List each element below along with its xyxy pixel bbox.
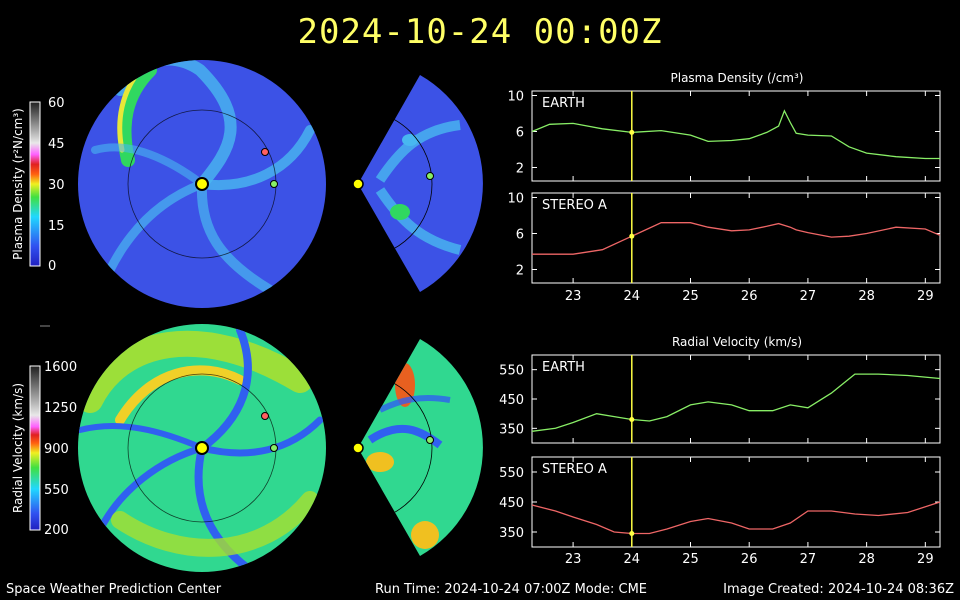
x-tick-label: 27	[800, 289, 817, 304]
y-tick-label: 6	[516, 228, 524, 243]
velocity-colorbar-label: Radial Velocity (km/s)	[11, 383, 25, 513]
y-tick-label: 6	[516, 126, 524, 141]
velocity-chart-title: Radial Velocity (km/s)	[672, 335, 802, 349]
density-colorbar-label: Plasma Density (r²N/cm³)	[11, 108, 25, 260]
y-tick-label: 350	[499, 422, 524, 437]
panel-frame	[531, 354, 941, 444]
y-tick-label: 2	[516, 264, 524, 279]
current-value-marker	[629, 531, 635, 536]
density-meridional-map	[352, 75, 483, 292]
velocity-stereo-panel: STEREO A 350 450 550	[499, 456, 941, 548]
series-line	[532, 222, 941, 255]
density-tick-60: 60	[48, 96, 65, 111]
velocity-tick-900: 900	[44, 442, 69, 457]
velocity-meridional-map	[352, 339, 483, 556]
panel-name: STEREO A	[542, 198, 607, 213]
x-tick-label: 23	[565, 552, 582, 567]
x-tick-label: 28	[858, 552, 875, 567]
timestamp-title: 2024-10-24 00:00Z	[297, 12, 663, 52]
series-line	[531, 109, 940, 160]
current-value-marker	[629, 129, 635, 135]
density-stereo-panel: STEREO A 2 6 10	[507, 192, 941, 284]
density-ecliptic-map	[78, 60, 326, 308]
panel-frame	[531, 192, 941, 284]
x-tick-label: 25	[682, 289, 699, 304]
density-x-axis: 23 24 25 26 27 28 29	[565, 289, 934, 304]
footer-run-time: Run Time: 2024-10-24 07:00Z Mode: CME	[375, 582, 648, 597]
panel-name: EARTH	[542, 96, 585, 111]
panel-name: STEREO A	[542, 462, 607, 477]
y-tick-label: 550	[499, 466, 524, 481]
footer-image-created: Image Created: 2024-10-24 08:36Z	[723, 582, 954, 597]
footer-org: Space Weather Prediction Center	[6, 582, 222, 597]
density-tick-15: 15	[48, 219, 65, 234]
y-tick-label: 550	[499, 364, 524, 379]
density-chart-title: Plasma Density (/cm³)	[671, 71, 804, 85]
velocity-x-axis: 23 24 25 26 27 28 29	[565, 552, 934, 567]
series-line	[531, 501, 941, 535]
x-tick-label: 26	[741, 289, 758, 304]
velocity-earth-panel: EARTH 350 450 550	[499, 354, 941, 444]
density-tick-0: 0	[48, 259, 56, 274]
x-tick-label: 28	[858, 289, 875, 304]
x-tick-label: 25	[682, 552, 699, 567]
x-tick-label: 26	[741, 552, 758, 567]
panel-name: EARTH	[542, 360, 585, 375]
density-tick-45: 45	[48, 137, 65, 152]
velocity-tick-1600: 1600	[44, 360, 77, 375]
y-tick-label: 450	[499, 496, 524, 511]
current-value-marker	[629, 417, 635, 423]
velocity-colorbar: Radial Velocity (km/s) 1600 1250 900 550…	[11, 360, 77, 538]
panel-frame	[531, 90, 941, 182]
series-line	[531, 373, 941, 432]
x-tick-label: 24	[624, 552, 641, 567]
y-tick-label: 450	[499, 393, 524, 408]
density-earth-panel: EARTH 2 6 10	[507, 90, 941, 182]
velocity-tick-1250: 1250	[44, 401, 77, 416]
x-tick-label: 23	[565, 289, 582, 304]
velocity-tick-550: 550	[44, 483, 69, 498]
x-tick-label: 29	[917, 289, 934, 304]
x-tick-label: 27	[800, 552, 817, 567]
density-colorbar: Plasma Density (r²N/cm³) 60 45 30 15 0	[11, 96, 65, 274]
y-tick-label: 10	[507, 90, 524, 105]
velocity-tick-200: 200	[44, 523, 69, 538]
y-tick-label: 10	[507, 192, 524, 207]
velocity-ecliptic-map	[78, 324, 326, 572]
y-tick-label: 2	[516, 162, 524, 177]
x-tick-label: 29	[917, 552, 934, 567]
y-tick-label: 350	[499, 526, 524, 541]
x-tick-label: 24	[624, 289, 641, 304]
density-tick-30: 30	[48, 178, 65, 193]
current-value-marker	[629, 233, 635, 239]
